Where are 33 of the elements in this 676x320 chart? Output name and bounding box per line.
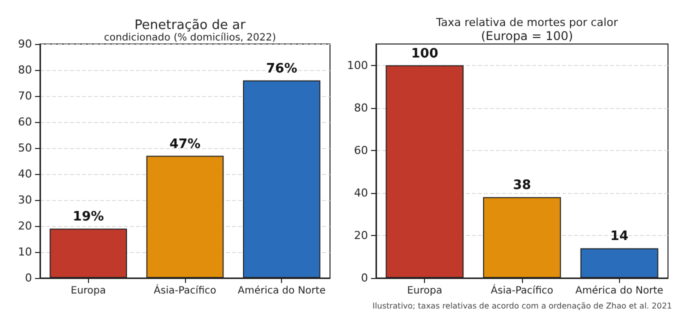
y-tick-label: 20 — [354, 228, 368, 242]
data-label: 38 — [512, 178, 532, 194]
data-label: 47% — [169, 136, 201, 152]
chart-subtitle: (Europa = 100) — [480, 29, 574, 43]
x-tick-label: América do Norte — [238, 286, 326, 296]
x-tick-label: Ásia-Pacífico — [154, 284, 216, 296]
x-tick-label: Europa — [70, 286, 106, 296]
y-tick-label: 60 — [354, 144, 368, 157]
y-tick-label: 70 — [18, 90, 32, 102]
data-label: 76% — [266, 61, 298, 76]
data-label: 19% — [72, 210, 104, 225]
y-tick-label: 10 — [18, 246, 32, 258]
y-tick-label: 60 — [18, 116, 32, 128]
y-tick-label: 0 — [361, 272, 368, 284]
data-label: 14 — [610, 229, 628, 244]
y-tick-label: 80 — [18, 64, 32, 76]
text: Ilustrativo; taxas relativas de acordo com a ordenação de Zhao et al. 2021 — [372, 302, 672, 310]
x-tick-label: Europa — [407, 286, 442, 296]
y-tick-label: 90 — [18, 38, 32, 50]
y-tick-label: 20 — [18, 220, 32, 232]
y-tick-label: 100 — [347, 58, 368, 72]
chart-title: Penetração de ar — [134, 18, 246, 33]
y-tick-label: 50 — [18, 142, 32, 154]
y-tick-label: 80 — [354, 101, 368, 114]
chart-title: Taxa relativa de mortes por calor — [435, 16, 618, 29]
y-tick-label: 0 — [25, 272, 32, 284]
y-tick-label: 30 — [18, 194, 32, 206]
chart-subtitle: condicionado (% domicílios, 2022) — [104, 32, 276, 44]
x-tick-label: Ásia-Pacífico — [490, 284, 554, 296]
y-tick-label: 40 — [354, 186, 368, 200]
data-label: 100 — [411, 46, 438, 62]
x-tick-label: América do Norte — [575, 286, 664, 296]
y-tick-label: 40 — [18, 168, 32, 180]
